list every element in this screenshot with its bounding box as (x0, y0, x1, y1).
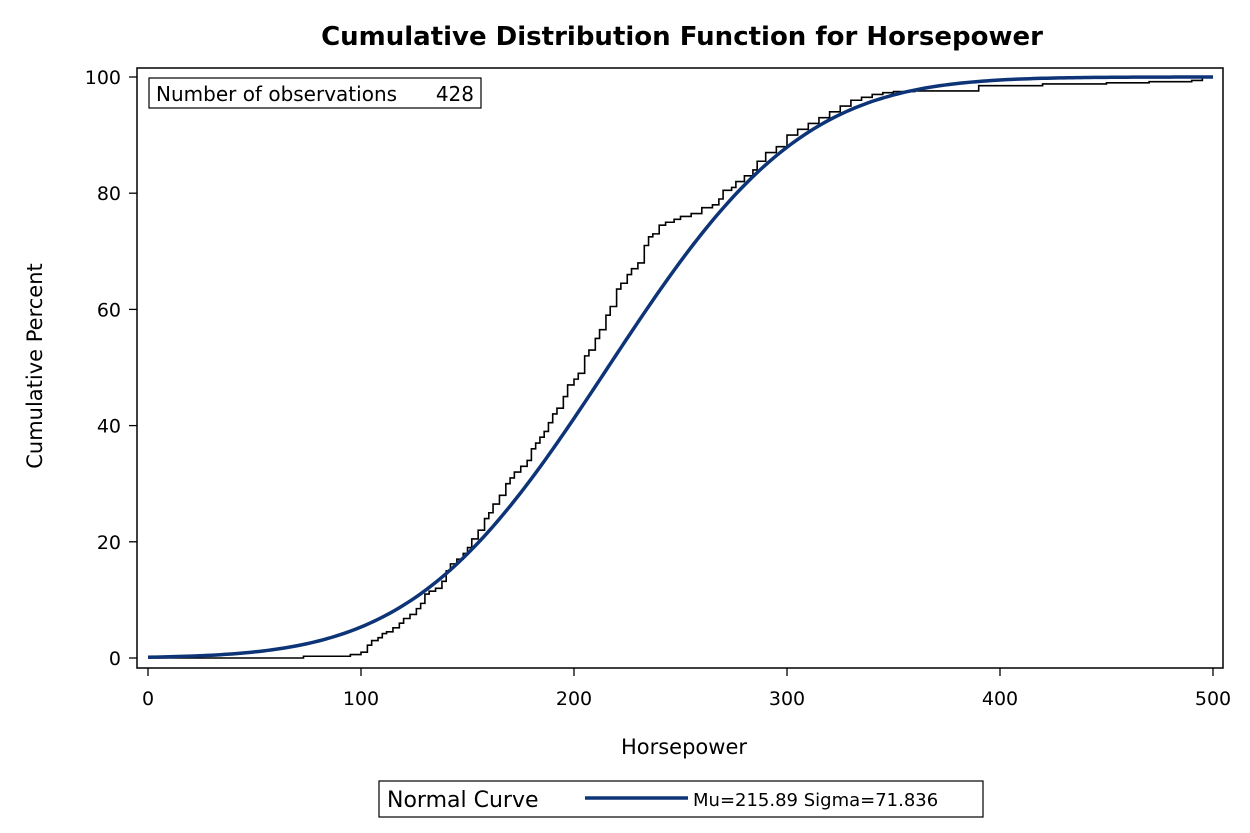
y-tick-label: 40 (97, 416, 121, 438)
y-tick-label: 80 (97, 183, 121, 205)
inset-value: 428 (436, 82, 474, 106)
y-tick-label: 0 (109, 648, 121, 670)
y-tick-label: 100 (85, 67, 121, 89)
y-tick-label: 20 (97, 532, 121, 554)
x-axis-label: Horsepower (621, 735, 747, 759)
empirical-cdf-line (148, 76, 1213, 659)
x-tick-label: 500 (1195, 688, 1231, 710)
x-tick-label: 300 (769, 688, 805, 710)
normal-cdf-curve (147, 75, 1213, 659)
x-tick-label: 400 (982, 688, 1018, 710)
y-axis-label: Cumulative Percent (23, 263, 47, 469)
y-axis: 0 20 40 60 80 100 (85, 67, 137, 670)
x-tick-label: 100 (343, 688, 379, 710)
plot-frame (136, 67, 1224, 669)
inset-label: Number of observations (156, 82, 397, 106)
legend: Normal Curve Mu=215.89 Sigma=71.836 (378, 780, 984, 818)
inset-box (148, 77, 482, 109)
legend-title: Normal Curve (387, 788, 539, 813)
x-axis: 0 100 200 300 400 500 (142, 668, 1231, 710)
x-tick-label: 200 (556, 688, 592, 710)
x-tick-label: 0 (142, 688, 154, 710)
legend-entry: Mu=215.89 Sigma=71.836 (693, 790, 938, 811)
y-tick-label: 60 (97, 299, 121, 321)
observations-inset: Number of observations 428 (148, 77, 482, 109)
chart-title: Cumulative Distribution Function for Hor… (321, 22, 1043, 52)
